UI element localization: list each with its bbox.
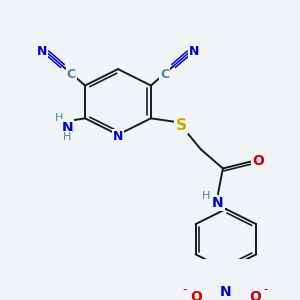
Text: H: H <box>55 113 63 123</box>
Text: O: O <box>249 290 261 300</box>
Text: O: O <box>252 154 264 168</box>
Text: O: O <box>190 290 202 300</box>
Text: -: - <box>183 283 187 296</box>
Text: C: C <box>160 68 169 81</box>
Text: -: - <box>264 283 268 296</box>
Text: N: N <box>61 121 73 135</box>
Text: H: H <box>63 132 71 142</box>
Text: N: N <box>220 285 232 299</box>
Text: N: N <box>212 196 224 210</box>
Text: N: N <box>37 45 47 58</box>
Text: N: N <box>189 45 199 58</box>
Text: N: N <box>113 130 123 143</box>
Text: C: C <box>67 68 76 81</box>
Text: S: S <box>176 118 186 133</box>
Text: H: H <box>202 191 210 201</box>
